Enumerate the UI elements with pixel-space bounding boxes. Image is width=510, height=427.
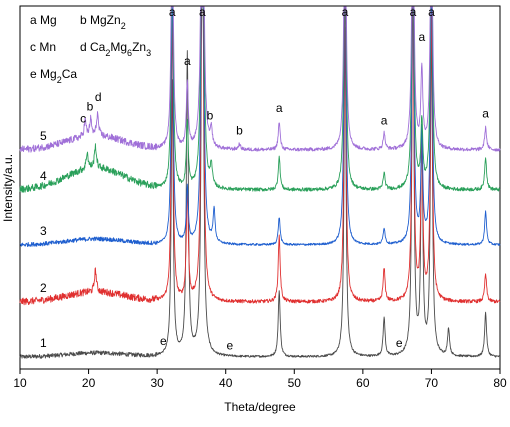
peak-label-a: a: [184, 54, 191, 68]
peak-label-a: a: [199, 5, 206, 19]
legend-entry-d: d Ca2Mg6Zn3: [80, 40, 151, 58]
peak-label-a: a: [410, 5, 417, 19]
series-line-5: [19, 6, 501, 153]
legend-entry-e: e Mg2Ca: [30, 67, 77, 85]
x-tick-label: 30: [150, 376, 164, 390]
legend-entry-b: b MgZn2: [80, 13, 126, 31]
peak-label-b: b: [236, 124, 243, 138]
series-layer: [19, 6, 501, 359]
x-axis-title: Theta/degree: [224, 400, 296, 414]
peak-label-a: a: [381, 113, 388, 127]
peak-label-e: e: [226, 339, 233, 353]
peak-label-a: a: [428, 5, 435, 19]
peak-label-a: a: [482, 107, 489, 121]
peak-label-e: e: [396, 336, 403, 350]
sample-label-4: 4: [40, 169, 47, 183]
series-line-2: [19, 6, 501, 306]
peak-label-d: d: [95, 90, 102, 104]
peak-label-b: b: [207, 109, 214, 123]
x-tick-label: 80: [493, 376, 507, 390]
x-tick-label: 60: [356, 376, 370, 390]
series-line-1: [19, 6, 501, 359]
peak-label-a: a: [418, 30, 425, 44]
x-tick-label: 20: [82, 376, 96, 390]
legend-entry-c: c Mn: [30, 40, 56, 54]
peak-label-a: a: [169, 5, 176, 19]
sample-label-3: 3: [40, 224, 47, 238]
peak-label-a: a: [276, 101, 283, 115]
peak-label-b: b: [87, 99, 94, 113]
series-line-4: [19, 6, 501, 193]
x-tick-label: 10: [13, 376, 27, 390]
x-tick-label: 50: [288, 376, 302, 390]
peak-label-c: c: [80, 112, 86, 126]
y-axis-title: Intensity/a.u.: [1, 154, 15, 222]
sample-labels: 1 2 3 4 5: [40, 129, 47, 350]
x-tick-label: 70: [425, 376, 439, 390]
x-axis: 10 20 30 40 50 60 70 80: [13, 369, 507, 390]
peak-label-e: e: [160, 334, 167, 348]
sample-label-2: 2: [40, 281, 47, 295]
legend-entry-a: a Mg: [30, 13, 57, 27]
peak-label-a: a: [342, 5, 349, 19]
sample-label-1: 1: [40, 336, 47, 350]
x-tick-label: 40: [219, 376, 233, 390]
series-line-3: [19, 6, 501, 248]
sample-label-5: 5: [40, 129, 47, 143]
